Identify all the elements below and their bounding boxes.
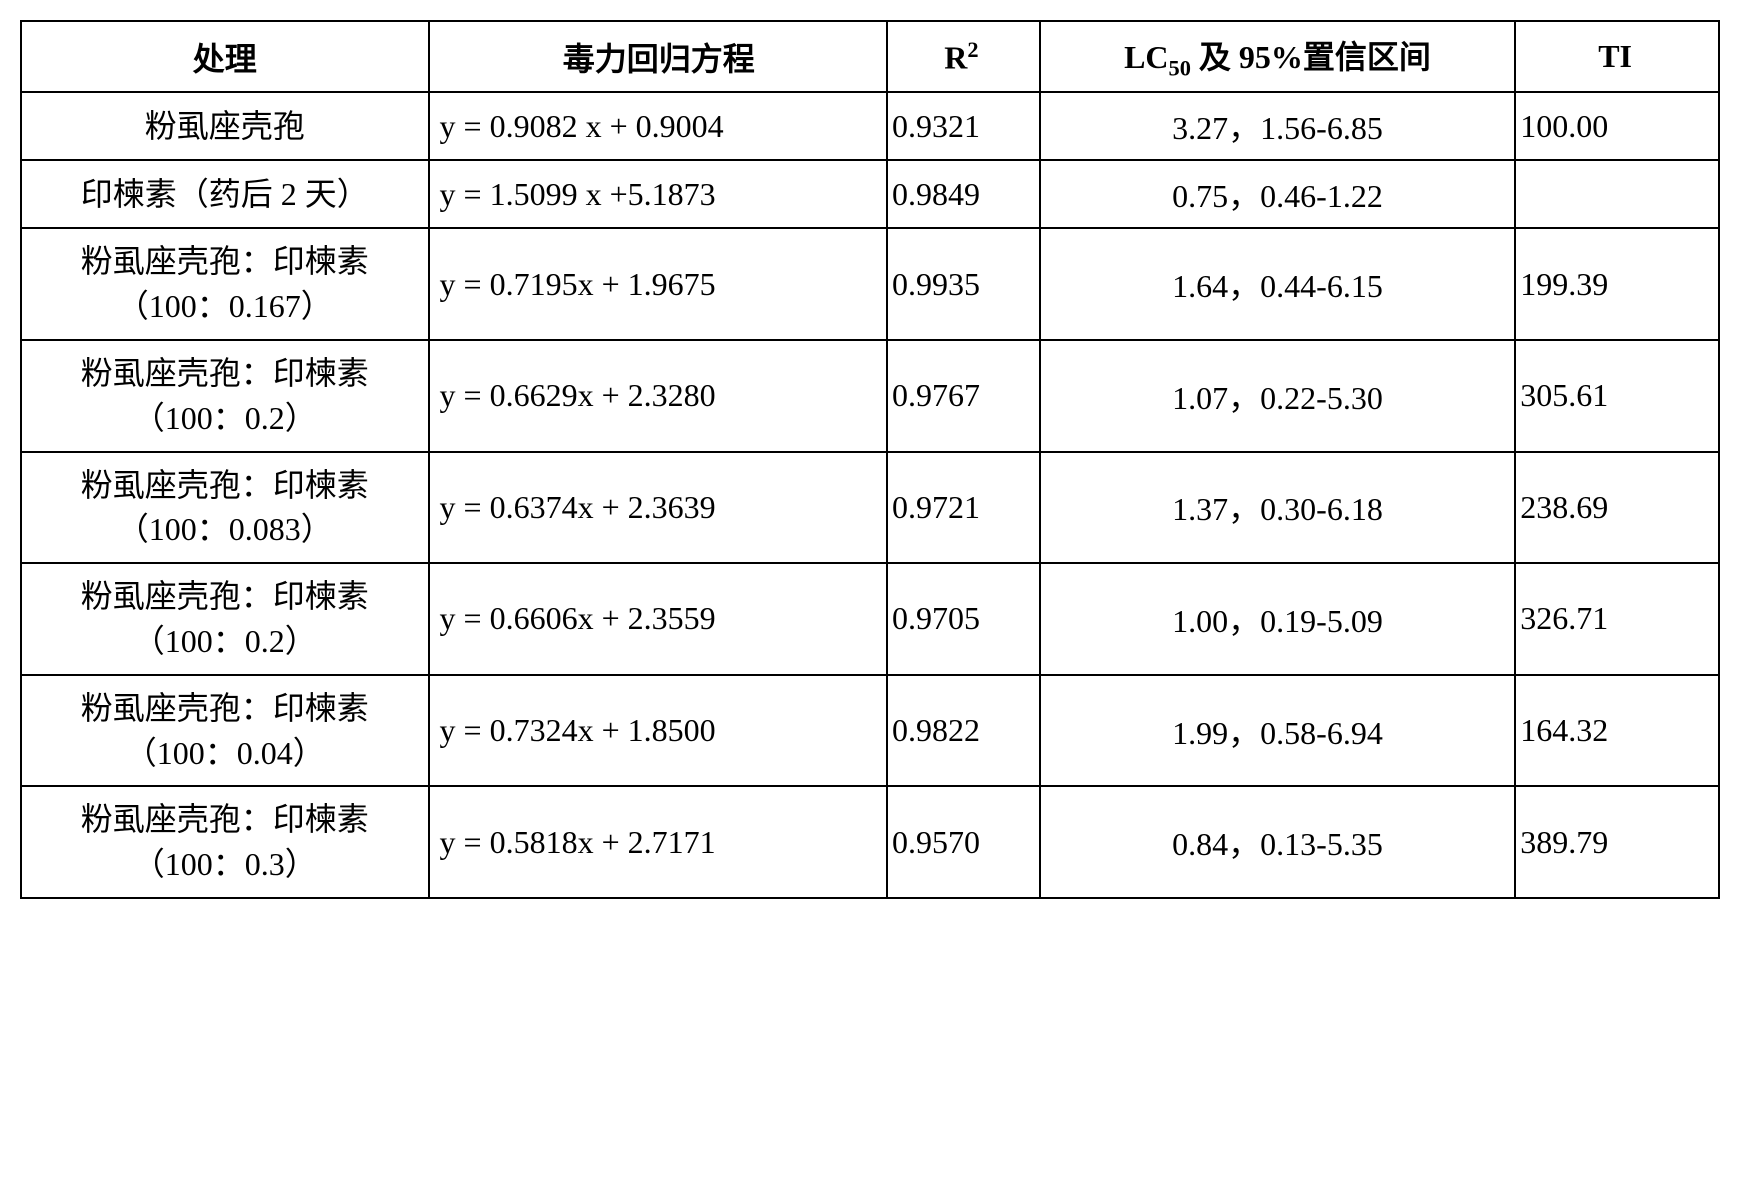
cell-equation: y = 0.6629x + 2.3280 — [429, 340, 887, 452]
table-row: 印楝素（药后 2 天）y = 1.5099 x +5.18730.98490.7… — [21, 160, 1719, 228]
cell-equation: y = 0.5818x + 2.7171 — [429, 786, 887, 898]
cell-r2: 0.9721 — [887, 452, 1040, 564]
cell-treatment: 粉虱座壳孢：印楝素（100：0.3） — [21, 786, 429, 898]
table-row: 粉虱座壳孢：印楝素（100：0.167）y = 0.7195x + 1.9675… — [21, 228, 1719, 340]
header-equation: 毒力回归方程 — [429, 21, 887, 92]
cell-lc50: 0.75，0.46-1.22 — [1040, 160, 1515, 228]
table-header-row: 处理 毒力回归方程 R2 LC50 及 95%置信区间 TI — [21, 21, 1719, 92]
cell-ti: 389.79 — [1515, 786, 1719, 898]
table-row: 粉虱座壳孢：印楝素（100：0.083）y = 0.6374x + 2.3639… — [21, 452, 1719, 564]
cell-r2: 0.9705 — [887, 563, 1040, 675]
cell-lc50: 1.64，0.44-6.15 — [1040, 228, 1515, 340]
cell-treatment: 粉虱座壳孢：印楝素（100：0.2） — [21, 563, 429, 675]
cell-treatment: 粉虱座壳孢 — [21, 92, 429, 160]
cell-r2: 0.9849 — [887, 160, 1040, 228]
cell-ti: 164.32 — [1515, 675, 1719, 787]
cell-treatment: 粉虱座壳孢：印楝素（100：0.083） — [21, 452, 429, 564]
cell-lc50: 3.27，1.56-6.85 — [1040, 92, 1515, 160]
cell-treatment: 粉虱座壳孢：印楝素（100：0.04） — [21, 675, 429, 787]
table-body: 粉虱座壳孢y = 0.9082 x + 0.90040.93213.27，1.5… — [21, 92, 1719, 898]
cell-ti: 326.71 — [1515, 563, 1719, 675]
cell-equation: y = 0.6374x + 2.3639 — [429, 452, 887, 564]
cell-ti — [1515, 160, 1719, 228]
cell-lc50: 1.99，0.58-6.94 — [1040, 675, 1515, 787]
cell-equation: y = 0.7324x + 1.8500 — [429, 675, 887, 787]
cell-r2: 0.9570 — [887, 786, 1040, 898]
cell-r2: 0.9321 — [887, 92, 1040, 160]
cell-equation: y = 0.6606x + 2.3559 — [429, 563, 887, 675]
toxicity-table: 处理 毒力回归方程 R2 LC50 及 95%置信区间 TI 粉虱座壳孢y = … — [20, 20, 1720, 899]
cell-treatment: 粉虱座壳孢：印楝素（100：0.2） — [21, 340, 429, 452]
header-lc50: LC50 及 95%置信区间 — [1040, 21, 1515, 92]
cell-r2: 0.9935 — [887, 228, 1040, 340]
cell-ti: 238.69 — [1515, 452, 1719, 564]
cell-ti: 100.00 — [1515, 92, 1719, 160]
cell-r2: 0.9767 — [887, 340, 1040, 452]
header-r2: R2 — [887, 21, 1040, 92]
header-ti: TI — [1515, 21, 1719, 92]
cell-r2: 0.9822 — [887, 675, 1040, 787]
cell-ti: 199.39 — [1515, 228, 1719, 340]
table-row: 粉虱座壳孢：印楝素（100：0.04）y = 0.7324x + 1.85000… — [21, 675, 1719, 787]
cell-equation: y = 0.7195x + 1.9675 — [429, 228, 887, 340]
cell-lc50: 1.00，0.19-5.09 — [1040, 563, 1515, 675]
cell-ti: 305.61 — [1515, 340, 1719, 452]
cell-equation: y = 0.9082 x + 0.9004 — [429, 92, 887, 160]
cell-lc50: 1.07，0.22-5.30 — [1040, 340, 1515, 452]
header-treatment: 处理 — [21, 21, 429, 92]
table-row: 粉虱座壳孢y = 0.9082 x + 0.90040.93213.27，1.5… — [21, 92, 1719, 160]
table-row: 粉虱座壳孢：印楝素（100：0.3）y = 0.5818x + 2.71710.… — [21, 786, 1719, 898]
cell-treatment: 粉虱座壳孢：印楝素（100：0.167） — [21, 228, 429, 340]
cell-lc50: 0.84，0.13-5.35 — [1040, 786, 1515, 898]
cell-lc50: 1.37，0.30-6.18 — [1040, 452, 1515, 564]
cell-treatment: 印楝素（药后 2 天） — [21, 160, 429, 228]
cell-equation: y = 1.5099 x +5.1873 — [429, 160, 887, 228]
table-row: 粉虱座壳孢：印楝素（100：0.2）y = 0.6606x + 2.35590.… — [21, 563, 1719, 675]
table-row: 粉虱座壳孢：印楝素（100：0.2）y = 0.6629x + 2.32800.… — [21, 340, 1719, 452]
